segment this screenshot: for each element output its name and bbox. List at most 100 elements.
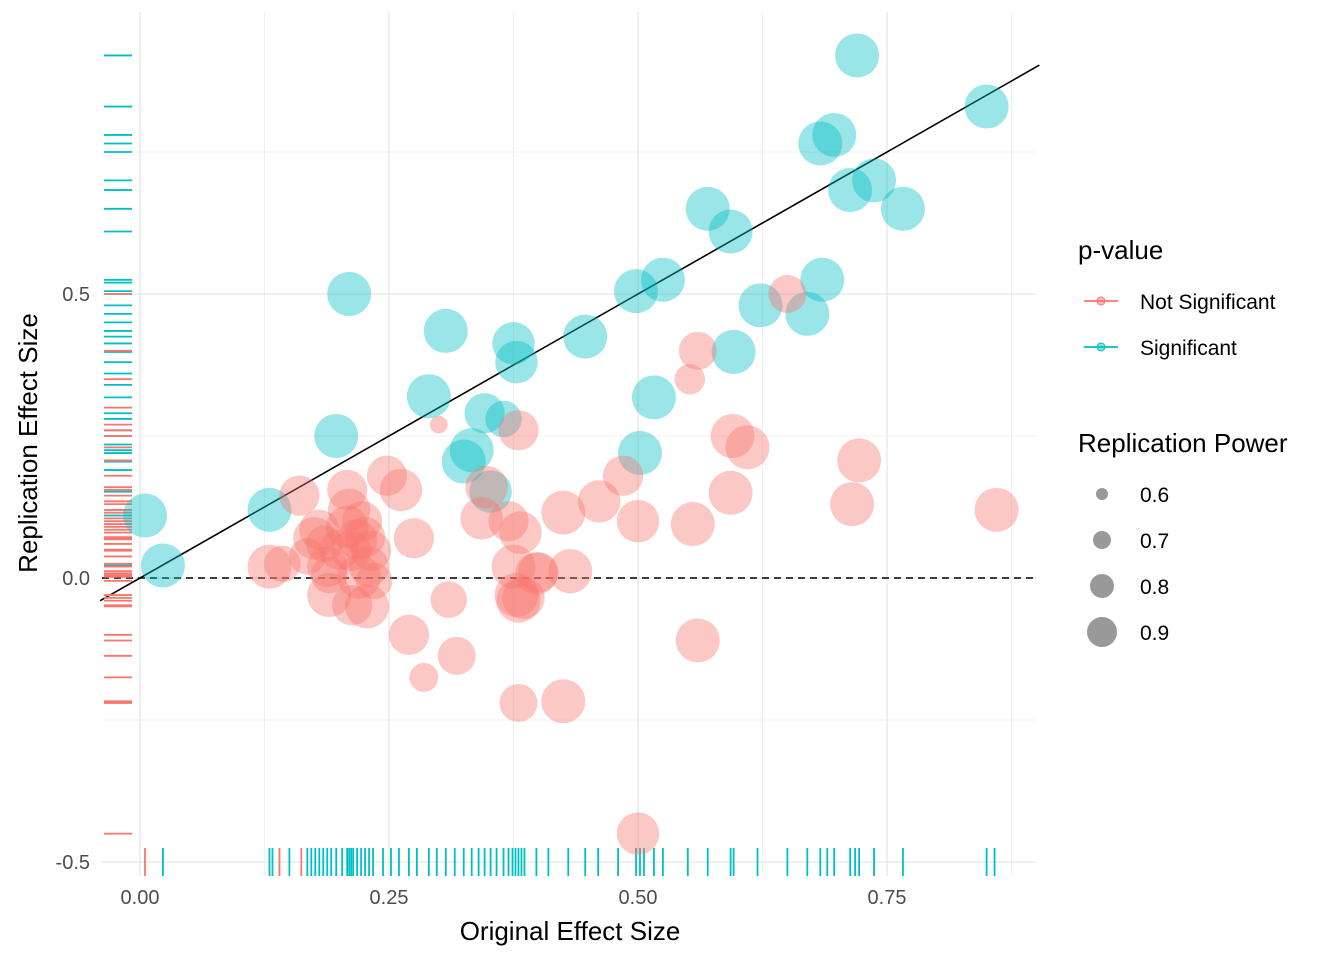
point-significant xyxy=(469,470,512,513)
point-not-significant xyxy=(299,509,340,550)
point-not-significant xyxy=(437,636,476,675)
point-not-significant xyxy=(502,576,545,620)
point-not-significant xyxy=(409,662,439,692)
point-not-significant xyxy=(768,275,807,313)
point-significant xyxy=(631,375,676,420)
point-significant xyxy=(464,393,505,434)
point-significant xyxy=(441,439,486,484)
y-tick-label: 0.5 xyxy=(62,284,90,306)
point-not-significant xyxy=(541,679,586,724)
point-not-significant xyxy=(327,469,368,511)
point-not-significant xyxy=(345,584,390,629)
grid-lines xyxy=(102,12,1036,876)
x-tick-label: 0.75 xyxy=(868,887,907,909)
legend-color-key-dot xyxy=(1096,342,1106,352)
legend-size-label: 0.9 xyxy=(1140,622,1169,645)
point-not-significant xyxy=(331,530,372,571)
point-not-significant xyxy=(337,519,378,560)
legend-size-label: 0.8 xyxy=(1140,576,1169,599)
point-not-significant xyxy=(327,488,371,532)
point-not-significant xyxy=(307,546,348,587)
point-significant xyxy=(563,314,608,359)
point-significant xyxy=(798,121,843,166)
point-not-significant xyxy=(515,552,558,595)
legend-size-key xyxy=(1093,531,1111,549)
point-significant xyxy=(685,186,730,231)
point-not-significant xyxy=(388,614,430,655)
point-significant xyxy=(800,257,845,302)
point-not-significant xyxy=(355,562,393,600)
point-not-significant xyxy=(830,482,875,527)
point-not-significant xyxy=(708,470,753,515)
point-significant xyxy=(828,168,873,213)
x-axis-title: Original Effect Size xyxy=(460,916,681,946)
point-not-significant xyxy=(974,487,1019,532)
point-not-significant xyxy=(674,363,706,395)
point-not-significant xyxy=(616,812,660,855)
point-significant xyxy=(140,543,185,588)
point-significant xyxy=(617,431,662,476)
point-not-significant xyxy=(429,415,448,434)
point-not-significant xyxy=(494,573,539,618)
point-significant xyxy=(711,329,756,374)
legend-size-key xyxy=(1090,574,1114,598)
point-significant xyxy=(708,209,753,254)
point-significant xyxy=(492,322,535,365)
point-significant xyxy=(423,308,468,353)
point-not-significant xyxy=(541,490,586,535)
x-tick-label: 0.25 xyxy=(370,887,409,909)
identity-line xyxy=(99,64,1040,602)
point-not-significant xyxy=(602,455,644,496)
legend: p-value Not Significant Significant Replica… xyxy=(1078,235,1288,647)
point-not-significant xyxy=(306,525,343,563)
point-not-significant xyxy=(725,425,770,470)
point-significant xyxy=(495,340,538,384)
legend-size-key xyxy=(1096,488,1108,500)
legend-color-key-dot xyxy=(1096,296,1106,306)
point-significant xyxy=(835,33,880,78)
point-not-significant xyxy=(289,538,326,575)
point-not-significant xyxy=(491,544,536,589)
point-not-significant xyxy=(337,554,382,599)
point-not-significant xyxy=(488,501,529,542)
point-not-significant xyxy=(307,573,352,618)
point-significant xyxy=(449,428,494,473)
point-not-significant xyxy=(279,475,320,516)
legend-size-label: 0.6 xyxy=(1140,484,1169,507)
point-not-significant xyxy=(325,505,369,549)
point-significant xyxy=(852,158,897,203)
point-not-significant xyxy=(577,480,621,523)
point-not-significant xyxy=(460,497,503,540)
point-not-significant xyxy=(379,468,423,512)
point-not-significant xyxy=(675,618,720,663)
point-not-significant xyxy=(837,438,882,483)
point-significant xyxy=(738,283,783,328)
legend-size-key xyxy=(1087,617,1117,647)
point-not-significant xyxy=(366,455,408,496)
point-not-significant xyxy=(247,544,292,589)
point-significant xyxy=(614,269,659,314)
point-not-significant xyxy=(499,511,542,554)
point-significant xyxy=(327,272,372,316)
point-not-significant xyxy=(678,331,717,370)
point-not-significant xyxy=(344,516,386,558)
point-not-significant xyxy=(332,585,373,626)
point-not-significant xyxy=(548,549,593,594)
axis-tick-labels: 0.00 0.25 0.50 0.75 -0.5 0.0 0.5 xyxy=(56,284,907,909)
point-not-significant xyxy=(293,516,336,560)
x-tick-label: 0.50 xyxy=(619,887,658,909)
point-significant xyxy=(964,84,1009,129)
point-not-significant xyxy=(341,501,383,542)
point-not-significant xyxy=(465,465,508,509)
legend-color-label: Significant xyxy=(1140,337,1237,360)
point-not-significant xyxy=(310,556,348,594)
marginal-rugs xyxy=(104,54,996,876)
x-tick-label: 0.00 xyxy=(121,887,160,909)
point-not-significant xyxy=(350,530,392,571)
point-not-significant xyxy=(616,499,660,543)
reference-lines xyxy=(99,64,1040,602)
y-axis-title: Replication Effect Size xyxy=(13,313,43,573)
y-tick-label: 0.0 xyxy=(62,568,90,590)
point-not-significant xyxy=(498,410,539,451)
y-tick-label: -0.5 xyxy=(56,852,90,874)
